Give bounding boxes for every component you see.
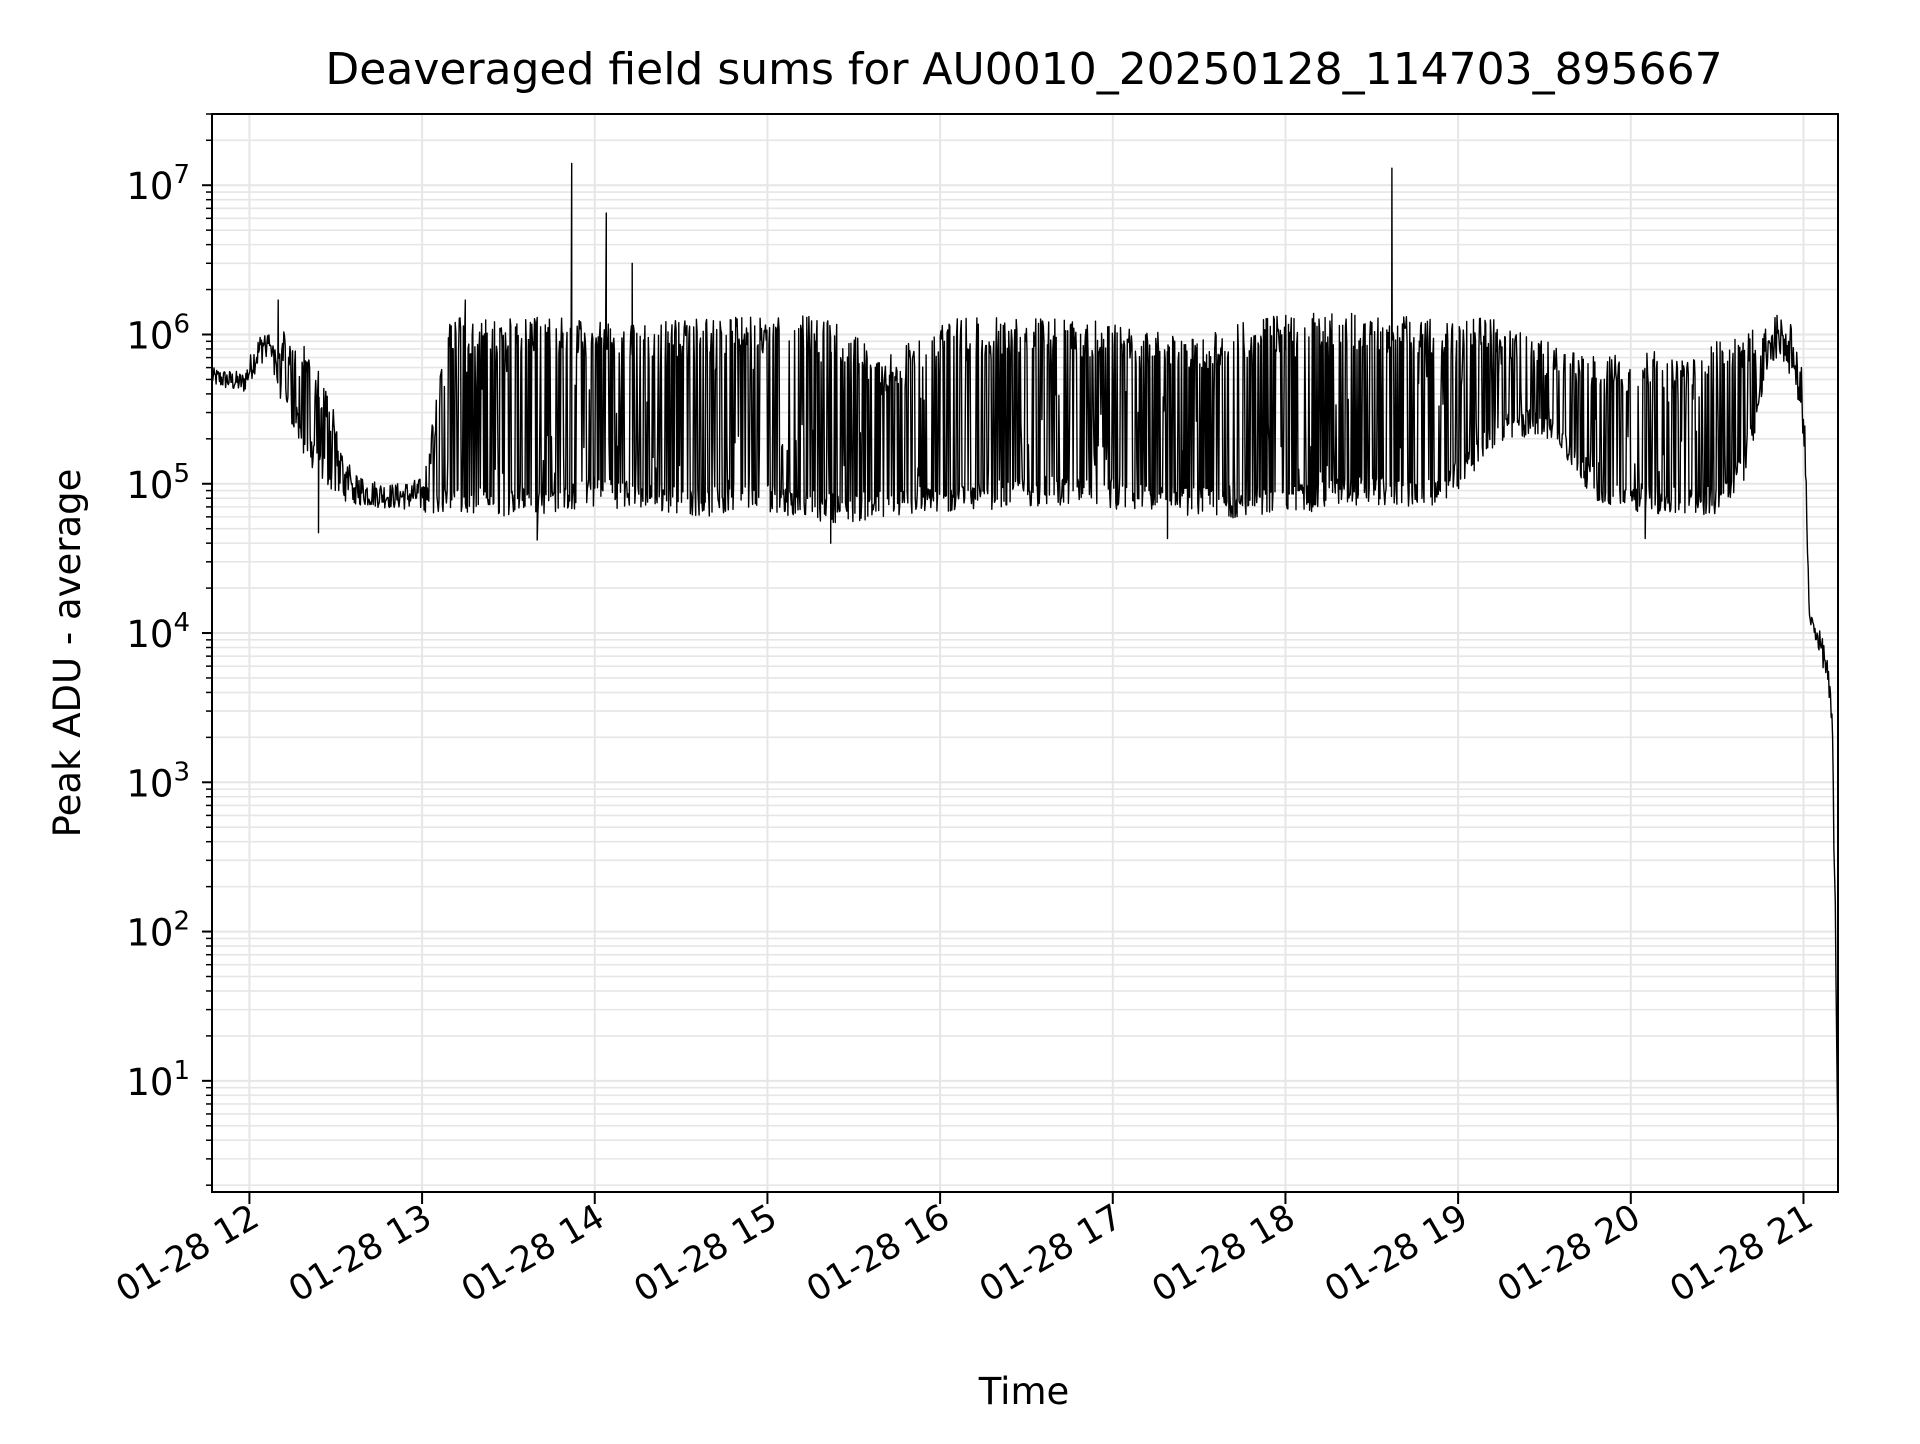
y-axis-label: Peak ADU - average [46, 469, 89, 838]
x-axis-label: Time [978, 1370, 1070, 1413]
chart-title: Deaveraged field sums for AU0010_2025012… [325, 44, 1722, 95]
